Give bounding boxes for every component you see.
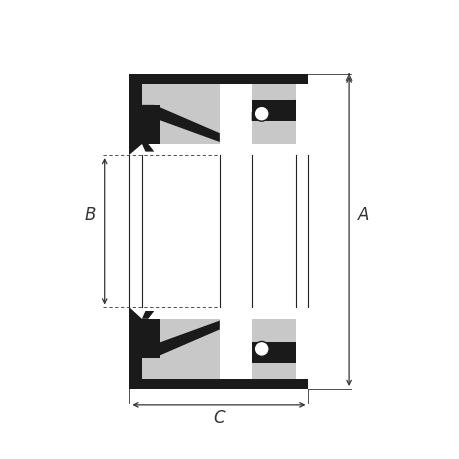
Text: A: A <box>357 205 369 223</box>
Text: B: B <box>84 205 95 223</box>
Polygon shape <box>251 101 295 122</box>
Polygon shape <box>141 106 159 145</box>
Polygon shape <box>141 321 219 358</box>
Circle shape <box>254 107 269 122</box>
Polygon shape <box>251 342 295 363</box>
Polygon shape <box>141 106 219 143</box>
Polygon shape <box>141 84 295 145</box>
Circle shape <box>254 341 269 357</box>
Polygon shape <box>141 319 295 379</box>
Polygon shape <box>141 145 154 152</box>
Polygon shape <box>129 308 308 389</box>
Polygon shape <box>129 74 308 156</box>
Polygon shape <box>219 84 251 145</box>
Text: C: C <box>213 409 224 426</box>
Polygon shape <box>219 319 251 379</box>
Polygon shape <box>141 319 159 358</box>
Polygon shape <box>251 101 295 122</box>
Polygon shape <box>141 311 154 319</box>
